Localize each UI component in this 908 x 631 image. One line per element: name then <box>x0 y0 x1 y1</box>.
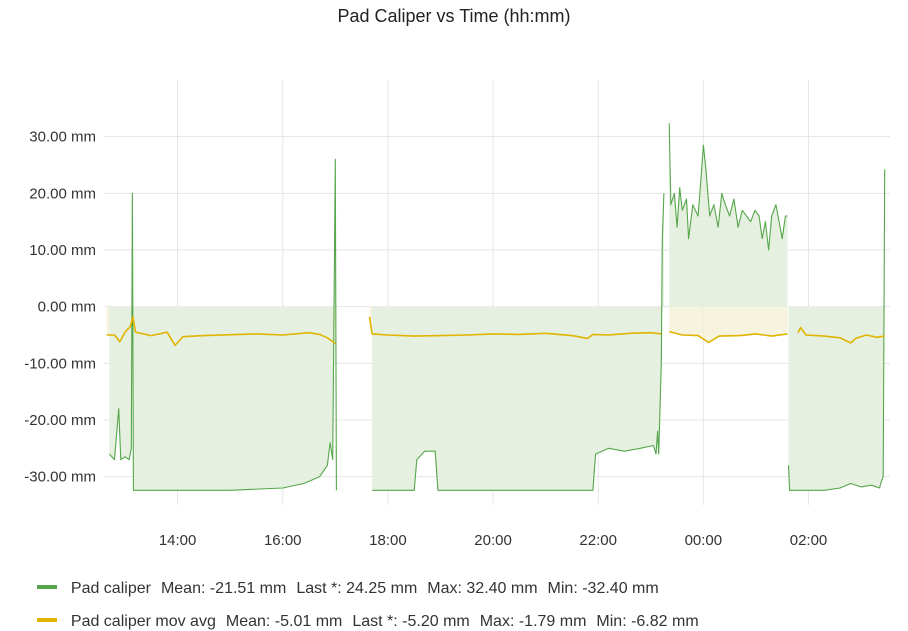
area-fills <box>106 123 885 491</box>
series-area <box>372 193 664 491</box>
pad-caliper-line <box>787 169 886 491</box>
chart-title: Pad Caliper vs Time (hh:mm) <box>337 6 571 26</box>
legend-last: Last *: 24.25 mm <box>296 580 418 597</box>
series-area <box>669 123 788 307</box>
legend-item-pad-caliper[interactable]: Pad caliper Mean: -21.51 mm Last *: 24.25 … <box>28 562 669 598</box>
x-tick-label: 18:00 <box>369 532 407 549</box>
pad-caliper-line <box>372 193 665 491</box>
x-tick-label: 20:00 <box>474 532 512 549</box>
pad-caliper-line <box>668 123 788 251</box>
y-axis: 30.00 mm 20.00 mm 10.00 mm 0.00 mm -10.00 mm… <box>24 129 96 486</box>
legend-swatch <box>36 584 57 589</box>
x-tick-label: 02:00 <box>790 532 828 549</box>
mov-avg-line <box>106 315 336 347</box>
series-area <box>669 306 788 343</box>
legend-mean: Mean: -21.51 mm <box>160 580 287 597</box>
y-tick-label: -10.00 mm <box>24 355 96 372</box>
series-area <box>788 169 885 491</box>
mov-avg-line <box>797 326 885 344</box>
mov-avg-line <box>668 330 788 344</box>
y-tick-label: -30.00 mm <box>24 469 96 486</box>
x-tick-label: 00:00 <box>685 532 723 549</box>
pad-caliper-line <box>108 158 337 491</box>
x-tick-label: 14:00 <box>159 532 197 549</box>
legend-min: Min: -6.82 mm <box>596 613 699 630</box>
legend-swatch <box>36 617 57 622</box>
legend-series-name: Pad caliper <box>70 580 151 597</box>
y-tick-label: 20.00 mm <box>29 185 96 202</box>
x-axis: 14:00 16:00 18:00 20:00 22:00 00:00 02:00 <box>159 532 827 549</box>
legend-series-name: Pad caliper mov avg <box>70 613 216 630</box>
x-tick-label: 16:00 <box>264 532 302 549</box>
x-tick-label: 22:00 <box>579 532 617 549</box>
legend-item-pad-caliper-mov-avg[interactable]: Pad caliper mov avg Mean: -5.01 mm Last *:… <box>28 595 709 631</box>
legend-min: Min: -32.40 mm <box>547 580 659 597</box>
series-lines <box>106 123 886 491</box>
y-tick-label: -20.00 mm <box>24 412 96 429</box>
legend-max: Max: 32.40 mm <box>427 580 538 597</box>
legend-last: Last *: -5.20 mm <box>352 613 470 630</box>
y-tick-label: 0.00 mm <box>38 299 96 316</box>
legend-max: Max: -1.79 mm <box>479 613 587 630</box>
mov-avg-line <box>368 316 662 340</box>
y-tick-label: 10.00 mm <box>29 242 96 259</box>
series-area <box>109 159 337 491</box>
y-tick-label: 30.00 mm <box>29 129 96 146</box>
legend-mean: Mean: -5.01 mm <box>225 613 343 630</box>
